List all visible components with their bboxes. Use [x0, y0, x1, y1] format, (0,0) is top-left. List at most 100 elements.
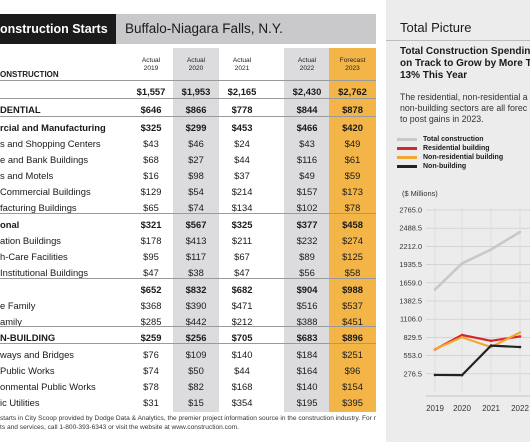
table-row: Public Works $74 $50 $44 $164 $96	[0, 364, 376, 378]
cell-2020: $390	[185, 300, 207, 311]
cell-2019: $47	[143, 267, 159, 278]
row-label: s and Motels	[0, 170, 54, 181]
cell-2019: $74	[143, 365, 159, 376]
row-label: rcial and Manufacturing	[0, 122, 106, 133]
row-divider	[0, 116, 376, 117]
table-title: onstruction Starts	[0, 22, 108, 36]
row-label: s and Shopping Centers	[0, 138, 101, 149]
cell-2019: $68	[143, 154, 159, 165]
cell-2021: $47	[234, 267, 250, 278]
cell-2019: $16	[143, 170, 159, 181]
table-row: ways and Bridges $76 $109 $140 $184 $251	[0, 348, 376, 362]
cell-2023: $896	[342, 332, 363, 343]
row-label: N-BUILDING	[0, 332, 56, 343]
row-label: Public Works	[0, 365, 55, 376]
x-tick-label: 2022	[511, 404, 529, 413]
cell-2021: $682	[231, 284, 253, 295]
cell-2022: $116	[296, 154, 318, 165]
region-title-bar: Buffalo-Niagara Falls, N.Y.	[116, 14, 376, 44]
cell-2023: $878	[342, 104, 363, 115]
row-divider	[0, 278, 376, 279]
table-row: Institutional Buildings $47 $38 $47 $56 $58	[0, 266, 376, 280]
cell-2019: $325	[140, 122, 162, 133]
y-tick-label: 1935.5	[399, 260, 422, 269]
column-header-2023: Forecast 2023	[339, 57, 366, 72]
data-point	[518, 331, 522, 334]
table-row: s and Motels $16 $98 $37 $49 $59	[0, 169, 376, 183]
cell-2021: $354	[231, 397, 253, 408]
data-point	[460, 333, 464, 337]
cell-2021: $214	[231, 186, 253, 197]
column-header-2022: Actual 2022	[297, 57, 317, 72]
cell-2021: $212	[231, 316, 253, 327]
data-point	[433, 288, 437, 291]
cell-2019: $652	[140, 284, 162, 295]
table-row: h-Care Facilities $95 $117 $67 $89 $125	[0, 250, 376, 264]
cell-2023: $274	[342, 235, 363, 246]
column-shade-2022	[284, 48, 330, 412]
cell-2020: $38	[188, 267, 204, 278]
series-line	[434, 344, 521, 377]
cell-2020: $98	[188, 170, 204, 181]
legend-swatch	[397, 165, 417, 168]
row-label: amily	[0, 316, 22, 327]
cell-2021: $37	[234, 170, 250, 181]
cell-2021: $44	[234, 154, 250, 165]
row-label: Institutional Buildings	[0, 267, 89, 278]
data-point	[518, 345, 522, 349]
cell-2019: $321	[140, 219, 162, 230]
cell-2021: $778	[231, 104, 253, 115]
cell-2022: $184	[296, 349, 318, 360]
y-tick-label: 1659.0	[399, 278, 422, 287]
data-point	[489, 339, 493, 343]
cell-2020: $567	[185, 219, 207, 230]
table-row: ONSTRUCTION	[0, 67, 376, 81]
table-row: rcial and Manufacturing $325 $299 $453 $466 $…	[0, 121, 376, 135]
row-label: e Family	[0, 300, 36, 311]
cell-2023: $125	[342, 251, 363, 262]
table-row: ation Buildings $178 $413 $211 $232 $274	[0, 234, 376, 248]
row-label: ONSTRUCTION	[0, 70, 59, 79]
cell-2023: $154	[342, 381, 363, 392]
cell-2019: $65	[143, 202, 159, 213]
y-tick-label: 276.5	[404, 369, 423, 378]
cell-2022: $49	[299, 170, 315, 181]
cell-2023: $458	[342, 219, 363, 230]
cell-2023: $58	[344, 267, 361, 278]
column-shade-2023-forecast	[329, 48, 376, 412]
cell-2023: $251	[342, 349, 363, 360]
cell-2019: $178	[140, 235, 162, 246]
column-header-2021: Actual 2021	[232, 57, 252, 72]
cell-2022: $56	[299, 267, 315, 278]
cell-2020: $117	[185, 251, 207, 262]
cell-2022: $2,430	[292, 86, 322, 97]
row-label: DENTIAL	[0, 104, 41, 115]
row-label: Commercial Buildings	[0, 186, 91, 197]
starts-table-panel: onstruction Starts Buffalo-Niagara Falls…	[0, 14, 376, 431]
cell-2020: $442	[185, 316, 207, 327]
cell-2022: $43	[299, 138, 315, 149]
cell-2020: $256	[185, 332, 207, 343]
row-label: ic Utilities	[0, 397, 40, 408]
row-divider	[0, 213, 376, 214]
data-point	[460, 262, 464, 265]
cell-2020: $54	[188, 186, 204, 197]
cell-2020: $299	[185, 122, 207, 133]
cell-2021: $44	[234, 365, 250, 376]
legend-label: Total construction	[423, 136, 484, 143]
cell-2022: $904	[296, 284, 318, 295]
data-point	[460, 373, 464, 377]
cell-2022: $102	[296, 202, 318, 213]
cell-2022: $466	[296, 122, 318, 133]
table-row: facturing Buildings $65 $74 $134 $102 $78	[0, 201, 376, 215]
cell-2023: $537	[342, 300, 363, 311]
cell-2019: $43	[143, 138, 159, 149]
cell-2019: $129	[140, 186, 162, 197]
total-picture-panel: Total Picture Total Construction Spendin…	[386, 0, 530, 442]
cell-2022: $157	[296, 186, 318, 197]
cell-2019: $259	[140, 332, 162, 343]
data-point	[489, 248, 493, 251]
cell-2021: $471	[231, 300, 253, 311]
table-row: e and Bank Buildings $68 $27 $44 $116 $61	[0, 153, 376, 167]
data-point	[518, 335, 522, 338]
